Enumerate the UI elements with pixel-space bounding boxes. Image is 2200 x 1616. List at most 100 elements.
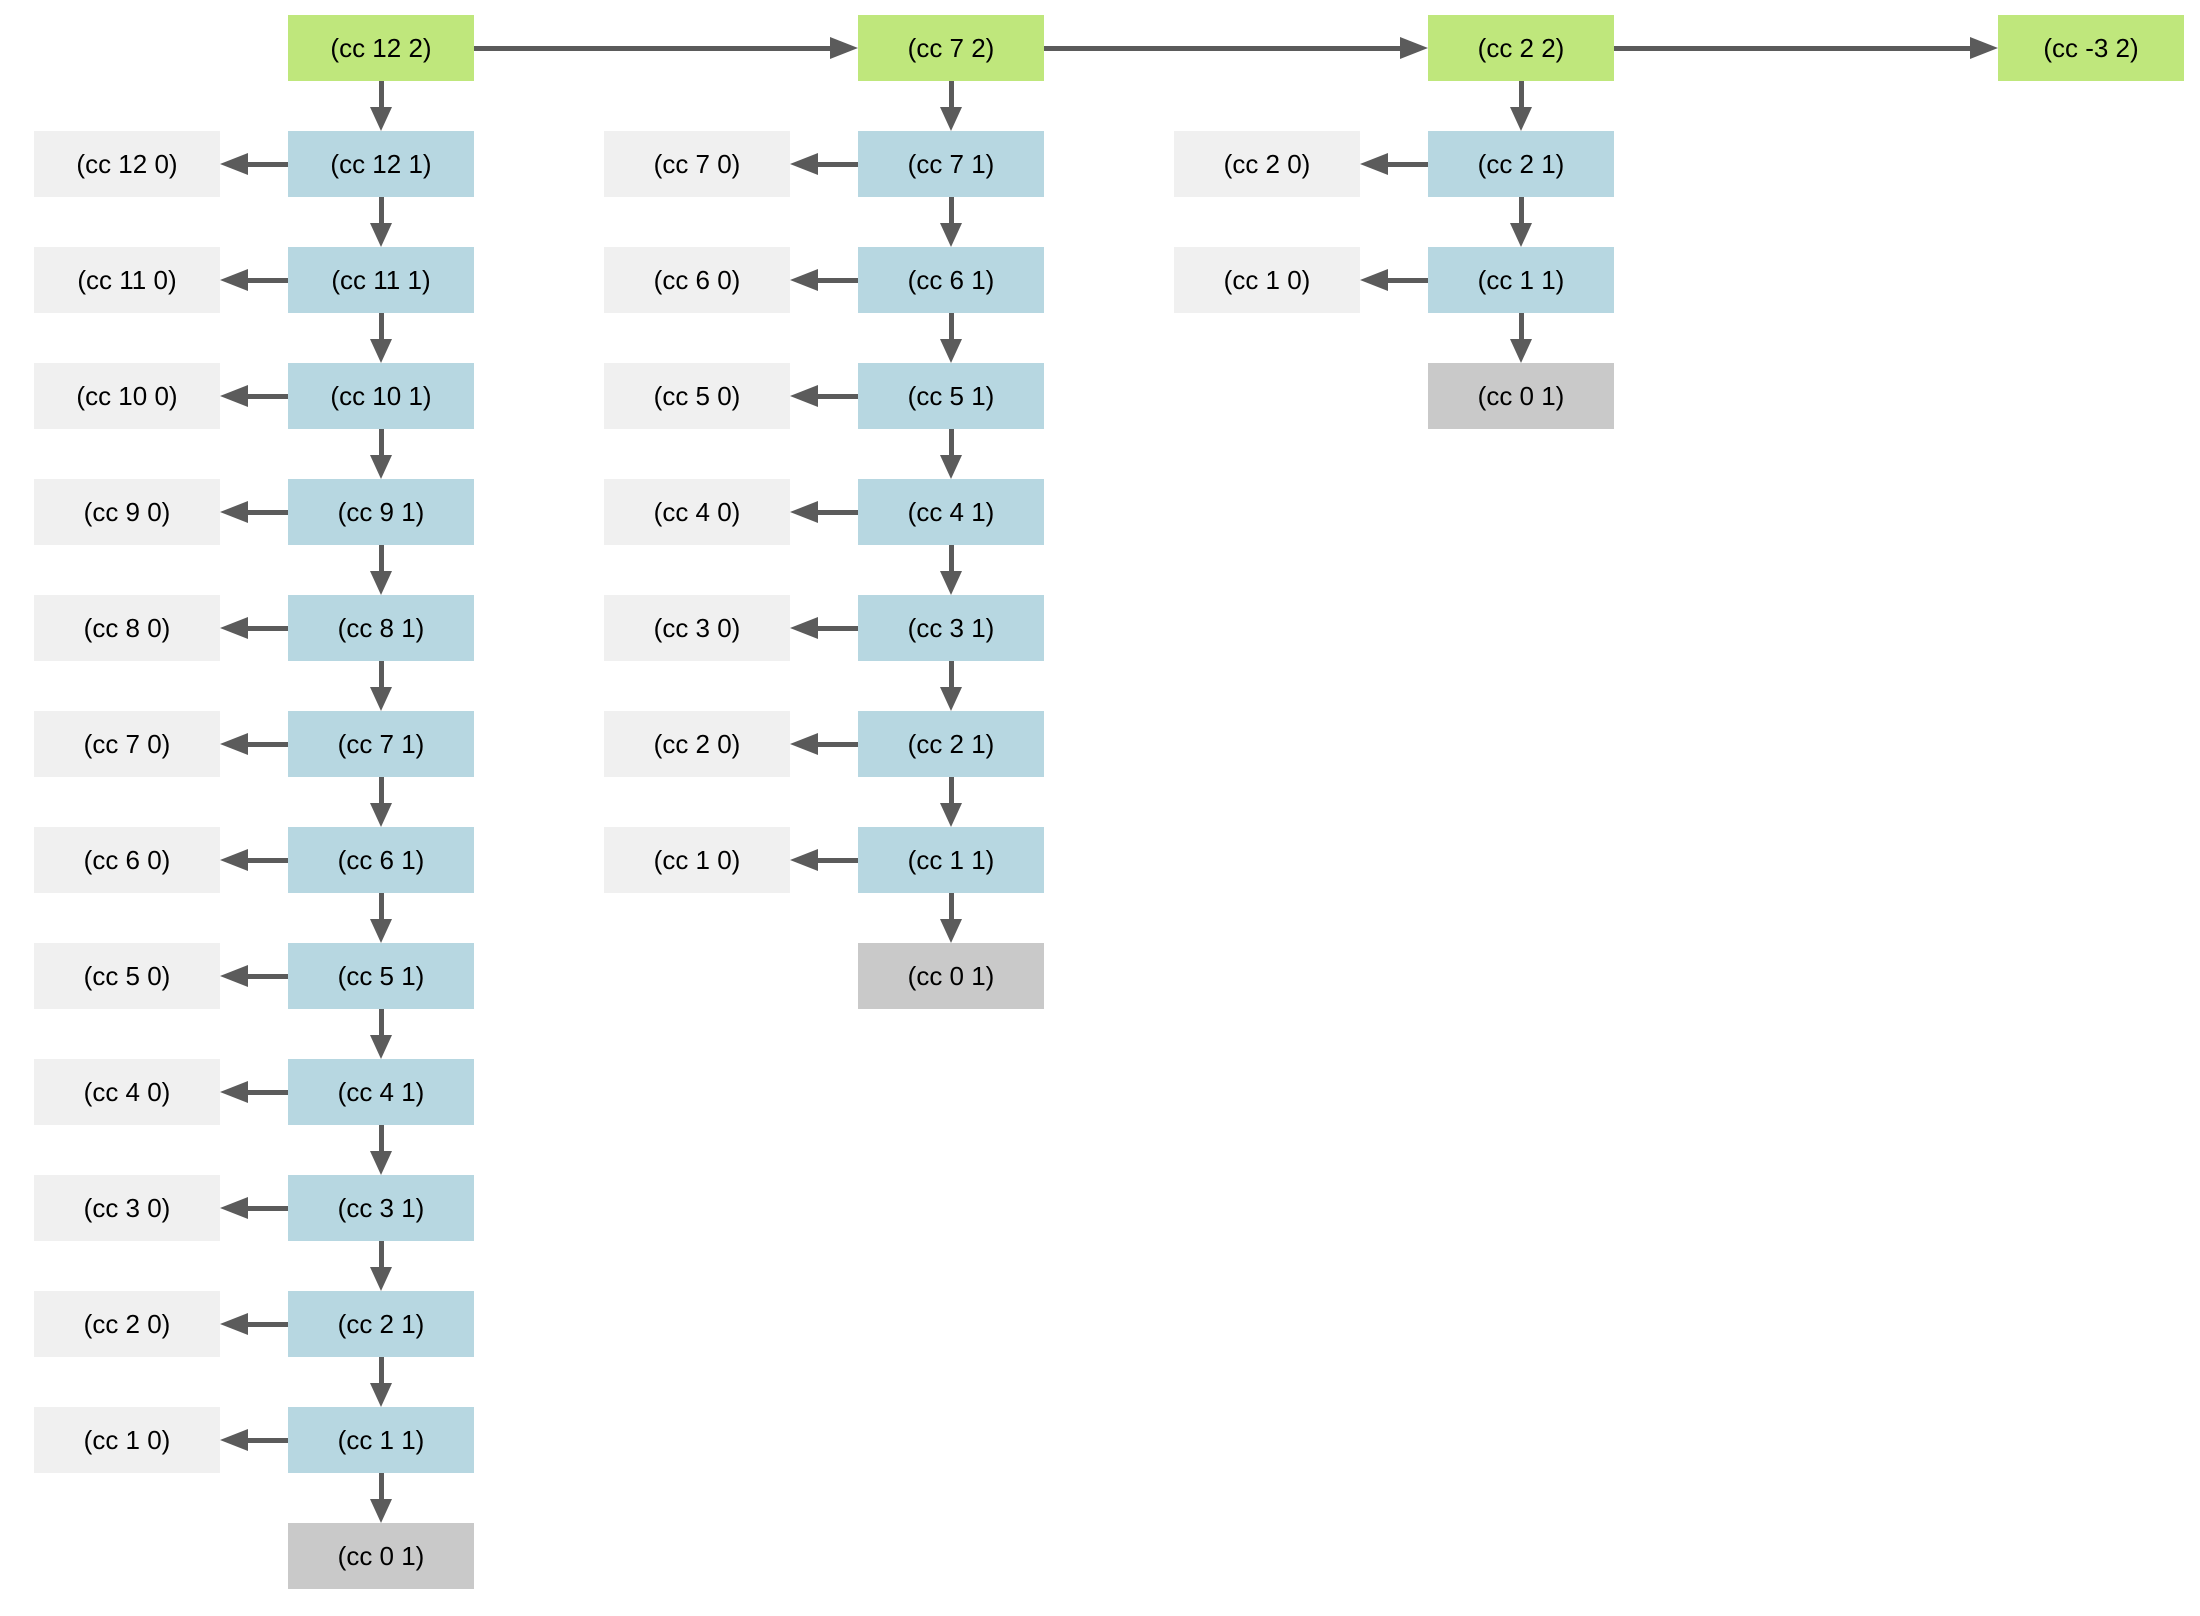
chain-node: (cc 2 1) <box>858 711 1044 777</box>
node-label: (cc 12 2) <box>330 32 432 63</box>
arrow-left-shaft <box>816 510 858 515</box>
node-label: (cc 11 1) <box>331 264 431 295</box>
arrow-down-shaft <box>1519 197 1524 225</box>
node-label: (cc 1 1) <box>337 1424 425 1455</box>
arrow-down-icon <box>370 1151 392 1175</box>
side-leaf-node: (cc 11 0) <box>34 247 220 313</box>
arrow-left-icon <box>1360 269 1388 291</box>
node-label: (cc 2 1) <box>907 728 995 759</box>
arrow-left-icon <box>790 269 818 291</box>
arrow-left-shaft <box>246 974 288 979</box>
chain-node: (cc 7 1) <box>858 131 1044 197</box>
side-leaf-node: (cc 5 0) <box>604 363 790 429</box>
arrow-left-icon <box>790 385 818 407</box>
node-label: (cc 4 1) <box>907 496 995 527</box>
arrow-down-icon <box>940 687 962 711</box>
arrow-left-shaft <box>816 278 858 283</box>
arrow-left-shaft <box>816 742 858 747</box>
node-label: (cc 3 0) <box>653 612 741 643</box>
node-label: (cc 7 0) <box>653 148 741 179</box>
terminal-node: (cc 0 1) <box>1428 363 1614 429</box>
chain-node: (cc 4 1) <box>858 479 1044 545</box>
arrow-down-shaft <box>949 81 954 109</box>
arrow-down-shaft <box>949 429 954 457</box>
arrow-left-shaft <box>246 1438 288 1443</box>
node-label: (cc 1 0) <box>83 1424 171 1455</box>
node-label: (cc 8 0) <box>83 612 171 643</box>
chain-node: (cc 4 1) <box>288 1059 474 1125</box>
side-leaf-node: (cc 10 0) <box>34 363 220 429</box>
arrow-down-shaft <box>1519 313 1524 341</box>
chain-node: (cc 6 1) <box>858 247 1044 313</box>
arrow-down-shaft <box>379 1357 384 1385</box>
chain-node: (cc 1 1) <box>858 827 1044 893</box>
arrow-left-shaft <box>246 278 288 283</box>
arrow-down-shaft <box>379 777 384 805</box>
node-label: (cc 5 1) <box>907 380 995 411</box>
arrow-left-icon <box>220 153 248 175</box>
side-leaf-node: (cc 3 0) <box>34 1175 220 1241</box>
root-node: (cc -3 2) <box>1998 15 2184 81</box>
chain-node: (cc 8 1) <box>288 595 474 661</box>
arrow-left-shaft <box>246 162 288 167</box>
arrow-left-shaft <box>246 510 288 515</box>
side-leaf-node: (cc 6 0) <box>604 247 790 313</box>
chain-node: (cc 10 1) <box>288 363 474 429</box>
arrow-left-icon <box>790 849 818 871</box>
node-label: (cc 0 1) <box>1477 380 1565 411</box>
arrow-left-shaft <box>816 858 858 863</box>
arrow-right-shaft <box>474 46 832 51</box>
arrow-down-icon <box>370 571 392 595</box>
arrow-down-shaft <box>379 81 384 109</box>
node-label: (cc 4 1) <box>337 1076 425 1107</box>
arrow-down-icon <box>940 223 962 247</box>
side-leaf-node: (cc 4 0) <box>604 479 790 545</box>
chain-node: (cc 2 1) <box>288 1291 474 1357</box>
arrow-down-shaft <box>949 313 954 341</box>
terminal-node: (cc 0 1) <box>288 1523 474 1589</box>
arrow-down-shaft <box>1519 81 1524 109</box>
arrow-left-icon <box>220 1313 248 1335</box>
arrow-left-icon <box>220 501 248 523</box>
arrow-left-icon <box>220 1429 248 1451</box>
side-leaf-node: (cc 2 0) <box>604 711 790 777</box>
arrow-down-shaft <box>379 661 384 689</box>
chain-node: (cc 12 1) <box>288 131 474 197</box>
side-leaf-node: (cc 2 0) <box>1174 131 1360 197</box>
arrow-down-icon <box>370 339 392 363</box>
side-leaf-node: (cc 8 0) <box>34 595 220 661</box>
side-leaf-node: (cc 7 0) <box>604 131 790 197</box>
node-label: (cc 4 0) <box>653 496 741 527</box>
node-label: (cc 5 1) <box>337 960 425 991</box>
arrow-left-icon <box>220 269 248 291</box>
chain-node: (cc 1 1) <box>1428 247 1614 313</box>
root-node: (cc 12 2) <box>288 15 474 81</box>
node-label: (cc 1 1) <box>1477 264 1565 295</box>
arrow-down-icon <box>940 919 962 943</box>
arrow-left-icon <box>220 965 248 987</box>
node-label: (cc 8 1) <box>337 612 425 643</box>
node-label: (cc 9 0) <box>83 496 171 527</box>
arrow-left-icon <box>1360 153 1388 175</box>
arrow-down-shaft <box>949 893 954 921</box>
arrow-down-icon <box>940 571 962 595</box>
node-label: (cc 3 1) <box>907 612 995 643</box>
arrow-down-shaft <box>379 313 384 341</box>
arrow-left-shaft <box>1386 162 1428 167</box>
arrow-left-icon <box>220 849 248 871</box>
chain-node: (cc 2 1) <box>1428 131 1614 197</box>
node-label: (cc 2 1) <box>1477 148 1565 179</box>
arrow-left-shaft <box>816 394 858 399</box>
side-leaf-node: (cc 1 0) <box>34 1407 220 1473</box>
node-label: (cc 11 0) <box>77 264 177 295</box>
arrow-down-shaft <box>379 1473 384 1501</box>
arrow-right-icon <box>1970 37 1998 59</box>
root-node: (cc 2 2) <box>1428 15 1614 81</box>
arrow-left-icon <box>790 153 818 175</box>
arrow-down-icon <box>370 223 392 247</box>
arrow-left-icon <box>790 501 818 523</box>
arrow-down-shaft <box>379 893 384 921</box>
chain-node: (cc 7 1) <box>288 711 474 777</box>
arrow-left-icon <box>790 733 818 755</box>
arrow-down-icon <box>940 455 962 479</box>
